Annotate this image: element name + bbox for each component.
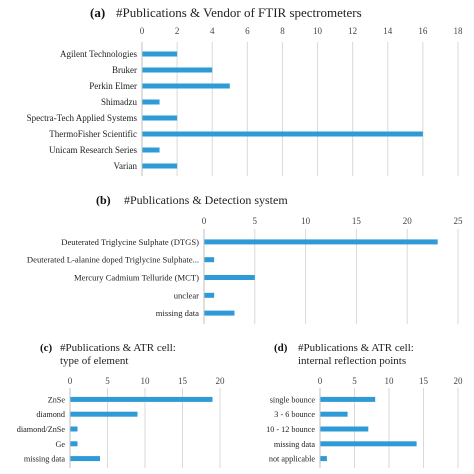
bar xyxy=(320,411,348,417)
y-tick-label: 10 - 12 bounce xyxy=(266,425,315,434)
bar xyxy=(204,292,215,298)
y-tick-label: Spectra-Tech Applied Systems xyxy=(27,113,138,123)
y-tick-label: Shimadzu xyxy=(101,97,137,107)
bar xyxy=(70,426,78,432)
chart-title: #Publications & Vendor of FTIR spectrome… xyxy=(116,5,362,20)
x-tick-label: 8 xyxy=(280,26,285,36)
bar xyxy=(142,147,160,153)
y-tick-label: Deuterated Triglycine Sulphate (DTGS) xyxy=(61,237,199,247)
x-tick-label: 5 xyxy=(105,376,110,386)
bar xyxy=(70,411,138,417)
chart-title-line: #Publications & ATR cell: xyxy=(60,342,176,354)
panel-label: (d) xyxy=(274,342,288,354)
x-tick-label: 20 xyxy=(216,376,226,386)
y-tick-label: Mercury Cadmium Telluride (MCT) xyxy=(74,273,199,283)
x-tick-label: 25 xyxy=(454,216,464,226)
x-tick-label: 0 xyxy=(68,376,73,386)
x-tick-label: 5 xyxy=(352,376,357,386)
bar xyxy=(142,99,160,105)
bar xyxy=(204,310,235,316)
x-tick-label: 14 xyxy=(383,26,393,36)
chart-title: #Publications & ATR cell: internal reflec… xyxy=(298,342,414,367)
y-tick-label: unclear xyxy=(174,290,199,300)
bar xyxy=(204,257,215,263)
bar xyxy=(320,456,327,462)
chart-title-line: type of element xyxy=(60,355,128,367)
chart-panel-2: (b) #Publications & Detection system 0 5 10 1… xyxy=(27,193,463,324)
y-tick-label: Perkin Elmer xyxy=(89,81,137,91)
panel-label: (a) xyxy=(90,5,105,20)
x-tick-label: 10 xyxy=(141,376,151,386)
chart-panel-3: (c) #Publications & ATR cell: type of elem… xyxy=(17,342,225,468)
x-tick-label: 10 xyxy=(385,376,395,386)
x-tick-label: 4 xyxy=(210,26,215,36)
bar xyxy=(142,115,178,121)
bar xyxy=(142,131,423,137)
x-tick-label: 0 xyxy=(318,376,323,386)
x-tick-label: 10 xyxy=(301,216,311,226)
y-tick-label: not applicable xyxy=(269,455,316,464)
bar xyxy=(142,51,178,57)
x-tick-label: 15 xyxy=(352,216,362,226)
chart-title: #Publications & ATR cell: type of element xyxy=(60,342,176,367)
x-tick-label: 16 xyxy=(418,26,428,36)
chart-title-line: #Publications & Detection system xyxy=(124,193,288,207)
x-tick-label: 5 xyxy=(253,216,258,226)
chart-panel-4: (d) #Publications & ATR cell: internal ref… xyxy=(266,342,463,468)
bar xyxy=(204,275,255,280)
x-tick-label: 15 xyxy=(178,376,188,386)
bar xyxy=(70,456,100,462)
y-tick-label: diamond xyxy=(36,410,65,419)
x-tick-label: 6 xyxy=(245,26,250,36)
bar xyxy=(204,239,438,245)
x-tick-label: 20 xyxy=(454,376,464,386)
x-tick-label: 20 xyxy=(403,216,413,226)
chart-title: #Publications & Detection system xyxy=(124,193,288,207)
bar xyxy=(142,163,178,169)
y-tick-label: single bounce xyxy=(270,395,316,404)
x-tick-label: 12 xyxy=(348,26,357,36)
x-tick-label: 10 xyxy=(313,26,323,36)
y-tick-label: Bruker xyxy=(112,65,137,75)
bar xyxy=(320,426,369,432)
chart-panel-1: (a) #Publications & Vendor of FTIR spectr… xyxy=(27,5,463,176)
y-tick-label: missing data xyxy=(274,440,316,449)
x-tick-label: 18 xyxy=(454,26,464,36)
bar xyxy=(70,396,213,402)
y-tick-label: missing data xyxy=(24,455,66,464)
y-tick-label: Ge xyxy=(55,440,65,449)
bar xyxy=(320,396,376,402)
bar xyxy=(70,441,78,447)
y-tick-label: Varian xyxy=(114,161,138,171)
chart-title-line: internal reflection points xyxy=(298,355,406,367)
panel-label: (c) xyxy=(40,342,53,354)
y-tick-label: Agilent Technologies xyxy=(60,49,137,59)
bar xyxy=(142,67,213,73)
y-tick-label: Deuterated L-alanine doped Triglycine Su… xyxy=(27,255,199,265)
y-tick-label: ThermoFisher Scientific xyxy=(49,129,137,139)
bar xyxy=(320,441,417,447)
y-tick-label: Unicam Research Series xyxy=(49,145,137,155)
y-tick-label: missing data xyxy=(156,308,199,318)
panel-label: (b) xyxy=(96,193,111,207)
x-tick-label: 15 xyxy=(419,376,429,386)
chart-title-line: #Publications & ATR cell: xyxy=(298,342,414,354)
chart-title-line: #Publications & Vendor of FTIR spectrome… xyxy=(116,5,362,20)
bar xyxy=(142,83,230,89)
y-tick-label: ZnSe xyxy=(48,395,66,404)
x-tick-label: 2 xyxy=(175,26,180,36)
y-tick-label: diamond/ZnSe xyxy=(17,425,66,434)
x-tick-label: 0 xyxy=(202,216,207,226)
y-tick-label: 3 - 6 bounce xyxy=(274,410,315,419)
x-tick-label: 0 xyxy=(140,26,145,36)
